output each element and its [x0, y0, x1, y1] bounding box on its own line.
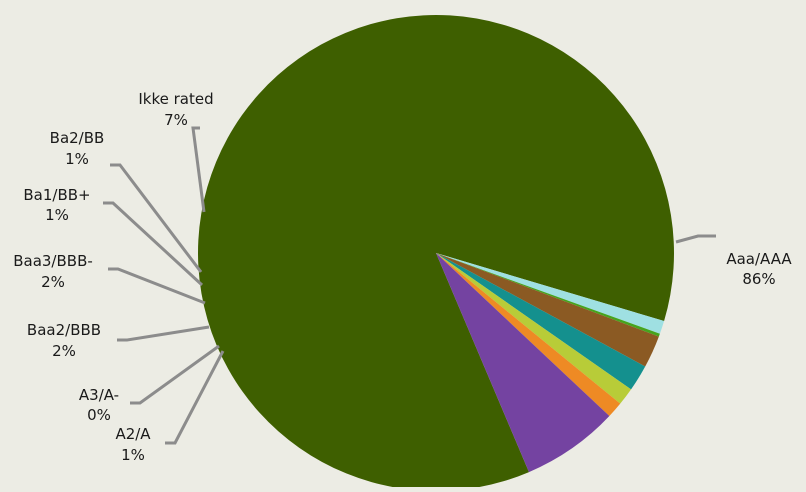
slice-value-a3-a: 0% — [87, 406, 111, 424]
leader-line-baa2-bbb — [117, 325, 210, 342]
leader-line-baa3-bbb — [108, 267, 206, 305]
slice-label-a2-a: A2/A — [115, 425, 151, 443]
slice-value-ba2-bb: 1% — [65, 150, 89, 168]
pie-slice-aaa-aaa — [197, 14, 674, 491]
leader-line-ba2-bb — [110, 163, 203, 273]
slice-value-a2-a: 1% — [121, 446, 145, 464]
pie-slice-a2-a — [436, 253, 665, 334]
pie-slice-ikke-rated — [436, 253, 610, 473]
slice-label-ba1-bb: Ba1/BB+ — [23, 186, 90, 204]
slice-label-ba2-bb: Ba2/BB — [50, 129, 105, 147]
slice-value-baa3-bbb: 2% — [41, 273, 65, 291]
slice-value-ba1-bb: 1% — [45, 206, 69, 224]
slice-label-baa2-bbb: Baa2/BBB — [27, 321, 101, 339]
slices-layer — [197, 14, 674, 491]
leader-line-a2-a — [165, 350, 225, 445]
slice-label-a3-a: A3/A- — [79, 386, 119, 404]
leader-line-ikke-rated — [191, 126, 206, 213]
slice-label-ikke-rated: Ikke rated — [138, 90, 213, 108]
pie-slice-ba2-bb — [436, 253, 621, 417]
pie-slice-ba1-bb — [436, 253, 632, 404]
leader-line-ba1-bb — [103, 201, 204, 287]
slice-value-aaa-aaa: 86% — [742, 270, 775, 288]
leader-line-a3-a — [130, 344, 220, 405]
slice-value-ikke-rated: 7% — [164, 111, 188, 129]
pie-slice-a3-a — [436, 253, 660, 337]
slice-label-aaa-aaa: Aaa/AAA — [726, 250, 792, 268]
slice-label-baa3-bbb: Baa3/BBB- — [13, 252, 93, 270]
leader-line-aaa-aaa — [675, 234, 716, 244]
pie-slice-baa2-bbb — [436, 253, 659, 367]
slice-value-baa2-bbb: 2% — [52, 342, 76, 360]
leader-lines-layer — [103, 126, 716, 445]
pie-slice-baa3-bbb — [436, 253, 646, 390]
labels-layer: Aaa/AAA 86% A2/A 1% A3/A- 0% Baa2/BBB 2% Baa3/BB… — [13, 90, 792, 464]
